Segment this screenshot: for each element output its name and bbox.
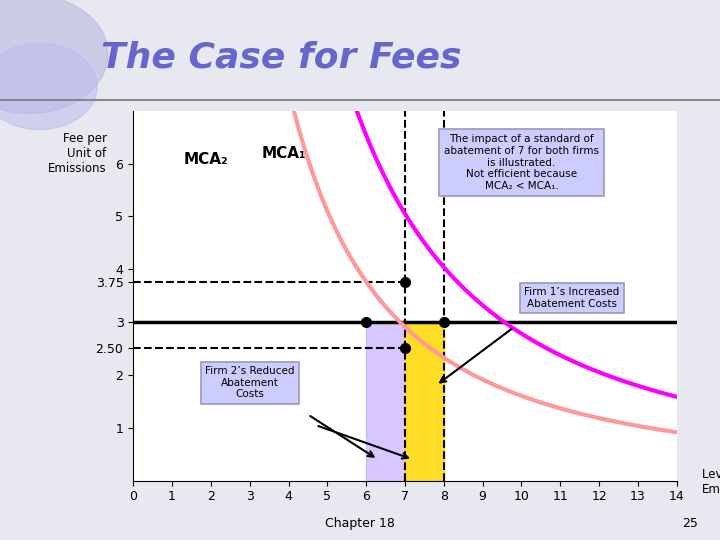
Text: The Case for Fees: The Case for Fees [101, 40, 462, 75]
Text: Firm 2’s Reduced
Abatement
Costs: Firm 2’s Reduced Abatement Costs [205, 366, 294, 400]
Text: 25: 25 [683, 517, 698, 530]
Text: Firm 1’s Increased
Abatement Costs: Firm 1’s Increased Abatement Costs [524, 287, 620, 309]
Text: Fee per
Unit of
Emissions: Fee per Unit of Emissions [48, 132, 107, 176]
Circle shape [0, 0, 108, 113]
Text: The impact of a standard of
abatement of 7 for both firms
is illustrated.
Not ef: The impact of a standard of abatement of… [444, 134, 599, 191]
Circle shape [0, 43, 97, 130]
Text: Chapter 18: Chapter 18 [325, 517, 395, 530]
Text: MCA₁: MCA₁ [261, 146, 306, 161]
Text: MCA₂: MCA₂ [184, 152, 228, 166]
Text: Level of
Emissions: Level of Emissions [702, 468, 720, 496]
